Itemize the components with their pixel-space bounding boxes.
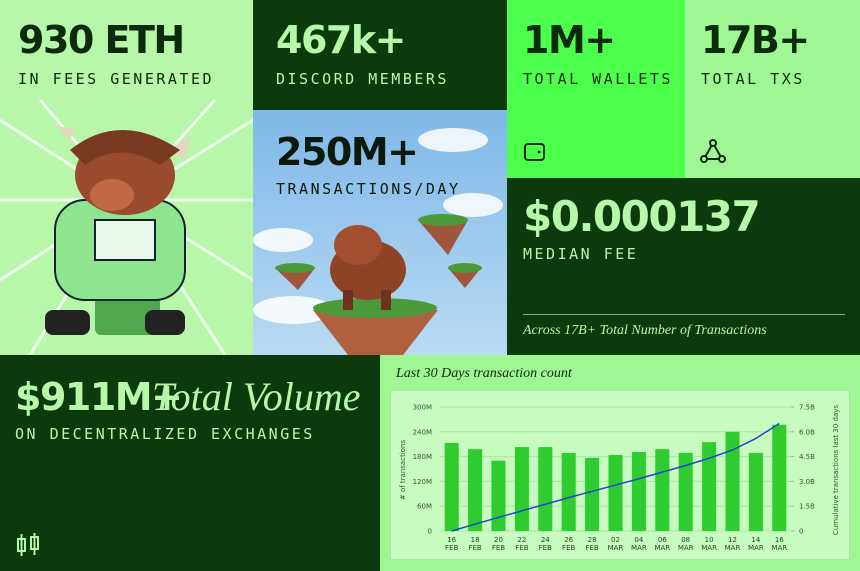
- chart: # of transactions Cumulative transaction…: [390, 390, 850, 560]
- stat-value: 250M+: [276, 130, 419, 174]
- stat-value: 1M+: [523, 18, 616, 62]
- txs-tile: 17B+ TOTAL TXS: [685, 0, 860, 178]
- bar: [655, 449, 670, 531]
- bar: [561, 452, 576, 531]
- y2-tick-label: 7.5B: [799, 404, 815, 412]
- stat-label: DISCORD MEMBERS: [276, 70, 449, 88]
- stat-title: Total Volume: [152, 374, 361, 419]
- stat-value: $911M+: [15, 375, 183, 419]
- stat-label: IN FEES GENERATED: [18, 70, 215, 88]
- chart-title: Last 30 Days transaction count: [396, 366, 572, 381]
- y2-tick-label: 1.5B: [799, 503, 815, 511]
- stat-label: TOTAL WALLETS: [523, 70, 673, 88]
- x-tick-label: 28 FEB: [585, 536, 599, 552]
- x-tick-label: 08 MAR: [677, 536, 694, 552]
- x-tick-label: 06 MAR: [654, 536, 671, 552]
- y-tick-label: 180M: [413, 453, 432, 461]
- x-tick-label: 18 FEB: [468, 536, 482, 552]
- x-tick-label: 04 MAR: [631, 536, 647, 552]
- y-axis-title: # of transactions: [399, 440, 407, 501]
- candle-icon: [17, 533, 39, 556]
- stat-label: TRANSACTIONS/DAY: [276, 180, 461, 198]
- bar: [725, 431, 740, 531]
- stat-label: MEDIAN FEE: [523, 245, 639, 263]
- y-tick-label: 120M: [413, 478, 432, 486]
- fees-tile: 930 ETH IN FEES GENERATED: [0, 0, 253, 355]
- x-tick-label: 10 MAR: [701, 536, 717, 552]
- x-tick-label: 20 FEB: [491, 536, 506, 552]
- bar: [678, 452, 693, 531]
- stat-label: ON DECENTRALIZED EXCHANGES: [15, 425, 315, 443]
- stat-value: 467k+: [276, 18, 406, 62]
- stat-value: 930 ETH: [18, 18, 185, 62]
- y-tick-label: 240M: [413, 428, 432, 436]
- x-tick-label: 12 MAR: [724, 536, 741, 552]
- bar: [585, 457, 600, 531]
- fee-tile: $0.000137 MEDIAN FEE Across 17B+ Total N…: [507, 178, 860, 355]
- bar: [748, 452, 763, 531]
- divider: [523, 314, 845, 315]
- bar: [608, 454, 623, 531]
- y2-tick-label: 0: [799, 528, 803, 536]
- stat-value: $0.000137: [523, 192, 761, 241]
- y2-tick-label: 4.5B: [799, 453, 815, 461]
- bar: [702, 442, 717, 531]
- island-illustration: [253, 128, 503, 355]
- x-axis: 16 FEB 18 FEB 20 FEB 22 FEB 24 FEB 26 FEB 28 F…: [390, 390, 850, 560]
- y2-tick-label: 3.0B: [799, 478, 815, 486]
- y2-axis-title: Cumulative transactions last 30 days: [832, 405, 840, 535]
- bar: [538, 447, 553, 531]
- x-tick-label: 02 MAR: [607, 536, 624, 552]
- transactions-tile: 250M+ TRANSACTIONS/DAY: [253, 110, 507, 355]
- x-tick-label: 26 FEB: [562, 536, 576, 552]
- wallet-icon: [524, 143, 545, 161]
- bar: [444, 442, 459, 531]
- x-tick-label: 16 MAR: [771, 536, 788, 552]
- y-tick-label: 300M: [413, 404, 432, 412]
- x-tick-label: 22 FEB: [515, 536, 529, 552]
- x-tick-label: 16 FEB: [445, 536, 459, 552]
- bar: [772, 424, 787, 531]
- x-tick-label: 24 FEB: [538, 536, 552, 552]
- line: [451, 422, 780, 532]
- stat-note: Across 17B+ Total Number of Transactions: [523, 323, 767, 338]
- stat-value: 17B+: [701, 18, 810, 62]
- wallets-tile: 1M+ TOTAL WALLETS: [507, 0, 685, 178]
- y-tick-label: 0: [428, 528, 432, 536]
- x-tick-label: 14 MAR: [748, 536, 764, 552]
- stat-label: TOTAL TXS: [701, 70, 805, 88]
- y2-tick-label: 6.0B: [799, 428, 815, 436]
- volume-tile: $911M+ Total Volume ON DECENTRALIZED EXC…: [0, 355, 380, 571]
- bull-illustration: [0, 98, 253, 355]
- cycle-icon: [700, 139, 726, 163]
- discord-tile: 467k+ DISCORD MEMBERS: [253, 0, 507, 110]
- bar: [468, 449, 483, 531]
- bar: [631, 452, 646, 531]
- bar: [491, 460, 506, 531]
- y-tick-label: 60M: [417, 503, 432, 511]
